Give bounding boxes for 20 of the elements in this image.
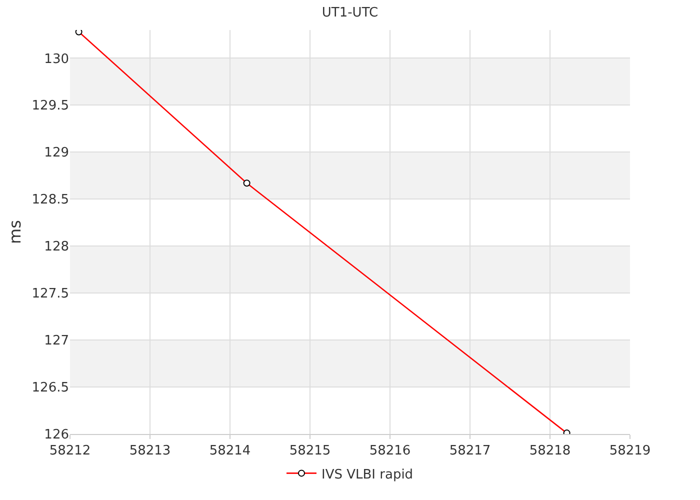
y-tick-label: 130 <box>44 52 69 67</box>
chart-title: UT1-UTC <box>322 6 378 21</box>
y-tick-label: 128.5 <box>32 192 69 208</box>
y-tick-label: 126.5 <box>32 380 69 396</box>
x-tick-label: 58214 <box>209 444 251 459</box>
x-tick-label: 58218 <box>529 444 571 459</box>
y-axis-title: ms <box>6 220 25 244</box>
y-tick-label: 128 <box>44 240 69 255</box>
y-tick-label: 127 <box>44 334 69 349</box>
y-tick-label: 126 <box>44 428 69 443</box>
x-tick-label: 58216 <box>369 444 411 459</box>
x-tick-label: 58217 <box>449 444 491 459</box>
x-tick-label: 58213 <box>129 444 171 459</box>
legend-label: IVS VLBI rapid <box>322 467 414 482</box>
y-tick-label: 129 <box>44 146 69 161</box>
x-tick-label: 58219 <box>609 444 651 459</box>
y-tick-label: 127.5 <box>32 286 69 302</box>
y-tick-label: 129.5 <box>32 98 69 114</box>
x-tick-label: 58215 <box>289 444 331 459</box>
x-tick-label: 58212 <box>49 444 91 459</box>
